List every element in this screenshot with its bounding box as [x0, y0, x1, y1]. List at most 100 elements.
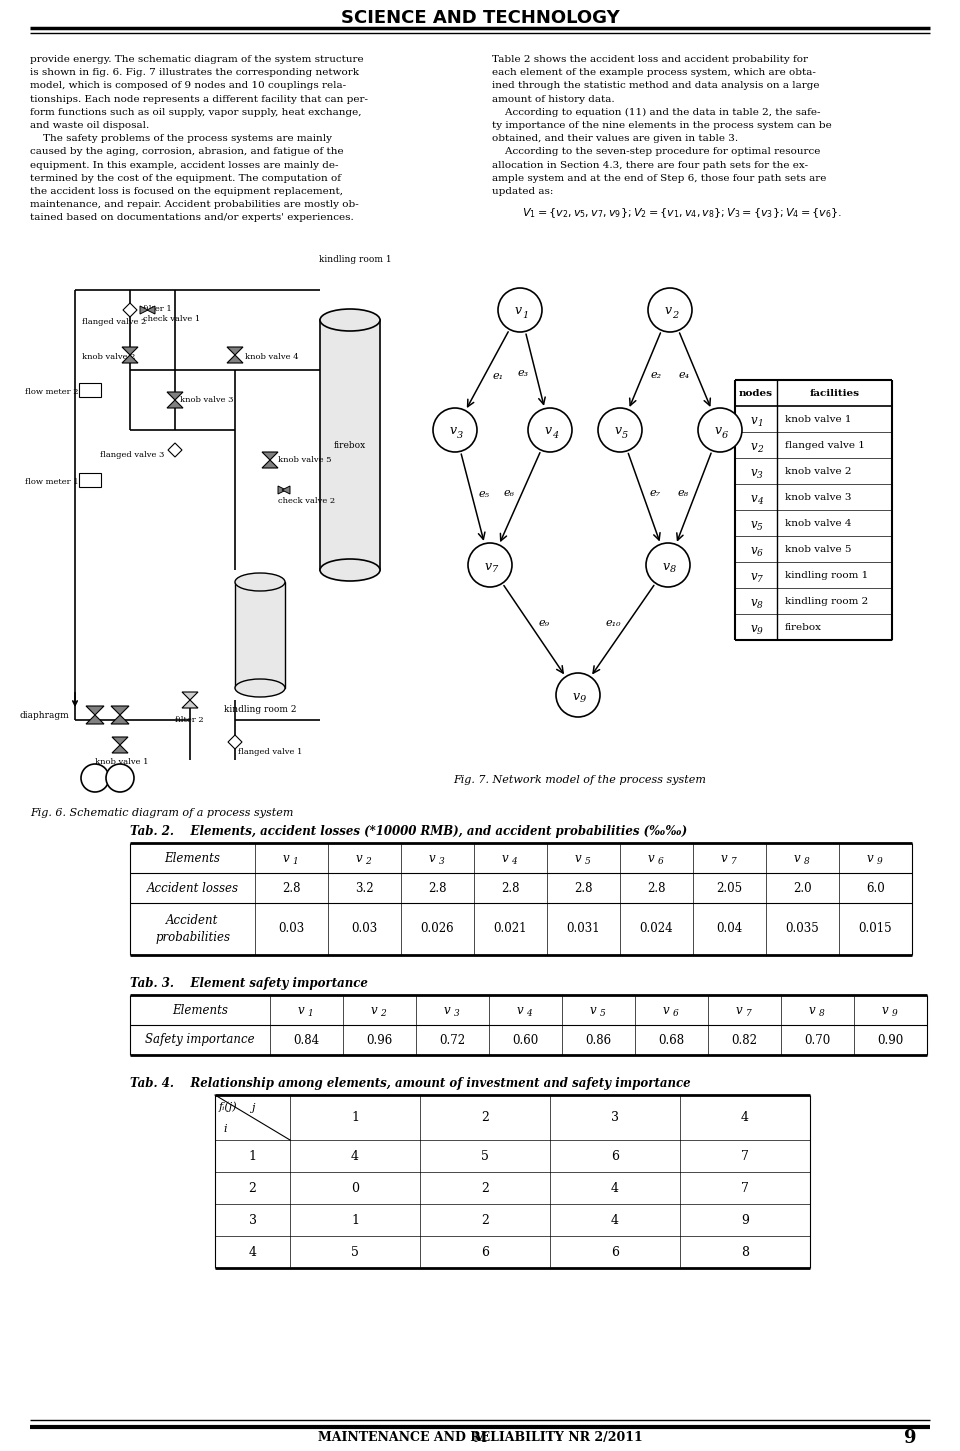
- Text: filter 1: filter 1: [143, 305, 172, 313]
- Text: v: v: [714, 425, 722, 438]
- Text: 3: 3: [457, 431, 463, 440]
- Text: ined through the statistic method and data analysis on a large: ined through the statistic method and da…: [492, 81, 820, 90]
- Text: 9: 9: [580, 695, 587, 705]
- Text: Accident: Accident: [166, 914, 219, 927]
- Text: v: v: [485, 560, 492, 573]
- Text: flanged valve 2: flanged valve 2: [82, 318, 146, 326]
- Text: equipment. In this example, accident losses are mainly de-: equipment. In this example, accident los…: [30, 161, 339, 170]
- Text: ↑: ↑: [115, 772, 125, 785]
- Text: facilities: facilities: [809, 389, 859, 398]
- Text: e₈: e₈: [677, 488, 688, 498]
- Text: Fig. 6. Schematic diagram of a process system: Fig. 6. Schematic diagram of a process s…: [30, 808, 294, 818]
- Text: knob valve 4: knob valve 4: [245, 353, 299, 361]
- Text: e₁₀: e₁₀: [606, 618, 621, 628]
- Text: kindling room 1: kindling room 1: [319, 255, 392, 264]
- Circle shape: [81, 765, 109, 792]
- Text: allocation in Section 4.3, there are four path sets for the ex-: allocation in Section 4.3, there are fou…: [492, 161, 808, 170]
- Text: v: v: [371, 1004, 377, 1017]
- Text: Tab. 4.    Relationship among elements, amount of investment and safety importan: Tab. 4. Relationship among elements, amo…: [130, 1077, 690, 1090]
- Text: v: v: [751, 492, 757, 505]
- Polygon shape: [122, 347, 138, 355]
- Text: v: v: [515, 305, 521, 318]
- Polygon shape: [112, 744, 128, 753]
- Polygon shape: [167, 400, 183, 408]
- Text: 1: 1: [757, 419, 763, 428]
- Text: 1: 1: [351, 1111, 359, 1125]
- Polygon shape: [140, 306, 148, 313]
- Text: 9: 9: [903, 1429, 916, 1447]
- Text: 0.015: 0.015: [858, 923, 892, 936]
- Text: v: v: [662, 1004, 669, 1017]
- Text: form functions such as oil supply, vapor supply, heat exchange,: form functions such as oil supply, vapor…: [30, 107, 362, 116]
- Text: 5: 5: [599, 1010, 605, 1019]
- Text: v: v: [572, 689, 580, 702]
- Text: 2: 2: [366, 858, 372, 866]
- Polygon shape: [167, 392, 183, 400]
- Ellipse shape: [235, 573, 285, 591]
- Text: ty importance of the nine elements in the process system can be: ty importance of the nine elements in th…: [492, 120, 831, 131]
- Text: v: v: [544, 425, 552, 438]
- Text: v: v: [882, 1004, 889, 1017]
- Text: v: v: [751, 518, 757, 531]
- Text: 4: 4: [611, 1213, 619, 1226]
- Text: 2: 2: [481, 1111, 489, 1125]
- Text: 3: 3: [249, 1213, 256, 1226]
- Text: updated as:: updated as:: [492, 187, 553, 196]
- Text: amount of history data.: amount of history data.: [492, 94, 614, 103]
- Text: According to equation (11) and the data in table 2, the safe-: According to equation (11) and the data …: [492, 107, 821, 118]
- Text: the accident loss is focused on the equipment replacement,: the accident loss is focused on the equi…: [30, 187, 343, 196]
- Text: 6.0: 6.0: [866, 882, 885, 894]
- Text: 0.68: 0.68: [659, 1033, 684, 1046]
- Text: v: v: [867, 852, 874, 865]
- Text: 6: 6: [611, 1149, 619, 1162]
- Text: model, which is composed of 9 nodes and 10 couplings rela-: model, which is composed of 9 nodes and …: [30, 81, 347, 90]
- Text: v: v: [502, 852, 509, 865]
- Bar: [235, 582, 285, 688]
- Text: flanged valve 3: flanged valve 3: [100, 451, 164, 459]
- Text: 4: 4: [611, 1181, 619, 1194]
- Text: 4: 4: [552, 431, 558, 440]
- Polygon shape: [86, 715, 104, 724]
- Text: e₅: e₅: [478, 489, 490, 499]
- Text: v: v: [751, 544, 757, 557]
- Text: 2.8: 2.8: [647, 882, 665, 894]
- Text: nodes: nodes: [739, 389, 773, 398]
- Text: v: v: [751, 569, 757, 582]
- Circle shape: [556, 673, 600, 717]
- Ellipse shape: [320, 559, 380, 580]
- Text: v: v: [516, 1004, 523, 1017]
- Text: check valve 1: check valve 1: [143, 315, 201, 324]
- Text: SCIENCE AND TECHNOLOGY: SCIENCE AND TECHNOLOGY: [341, 9, 619, 28]
- Text: v: v: [751, 595, 757, 608]
- Text: 9: 9: [876, 858, 882, 866]
- Text: 1: 1: [351, 1213, 359, 1226]
- Text: 0.035: 0.035: [785, 923, 820, 936]
- Polygon shape: [111, 707, 129, 715]
- Text: probabilities: probabilities: [155, 932, 230, 945]
- Text: e₂: e₂: [651, 370, 661, 380]
- Text: v: v: [449, 425, 457, 438]
- Text: 7: 7: [731, 858, 736, 866]
- Text: 0.04: 0.04: [716, 923, 743, 936]
- Text: diaphragm: diaphragm: [20, 711, 70, 720]
- Text: maintenance, and repair. Accident probabilities are mostly ob-: maintenance, and repair. Accident probab…: [30, 200, 359, 209]
- Text: knob valve 1: knob valve 1: [785, 415, 852, 424]
- Text: 1: 1: [249, 1149, 256, 1162]
- Bar: [79, 383, 101, 398]
- Polygon shape: [112, 737, 128, 744]
- Text: and waste oil disposal.: and waste oil disposal.: [30, 120, 149, 131]
- Text: i: i: [223, 1125, 227, 1135]
- Text: e₃: e₃: [517, 369, 529, 377]
- Text: $V_1=\{v_2, v_5, v_7, v_9\}; V_2=\{v_1, v_4, v_8\}; V_3=\{v_3\}; V_4=\{v_6\}.$: $V_1=\{v_2, v_5, v_7, v_9\}; V_2=\{v_1, …: [522, 206, 842, 221]
- Text: 4: 4: [351, 1149, 359, 1162]
- Text: 9: 9: [757, 627, 763, 637]
- Circle shape: [106, 765, 134, 792]
- Text: check valve 2: check valve 2: [278, 498, 335, 505]
- Text: 2.8: 2.8: [574, 882, 592, 894]
- Text: v: v: [614, 425, 621, 438]
- Circle shape: [468, 543, 512, 588]
- Polygon shape: [111, 715, 129, 724]
- Text: 8: 8: [670, 566, 676, 575]
- Circle shape: [646, 543, 690, 588]
- Text: v: v: [429, 852, 436, 865]
